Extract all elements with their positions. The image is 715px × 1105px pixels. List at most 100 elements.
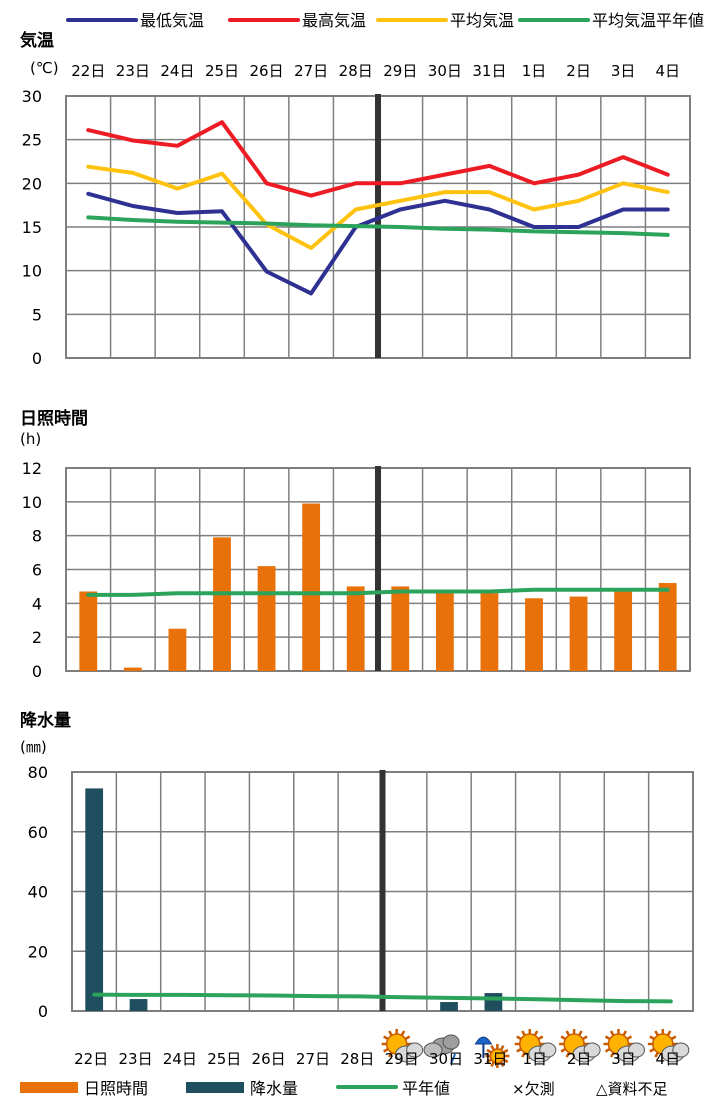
insufficient-note: △資料不足: [596, 1080, 668, 1098]
series-line-3: [86, 215, 670, 237]
sun-ray: [490, 1044, 495, 1051]
sun-ray: [654, 1030, 659, 1036]
sun-ray: [388, 1030, 393, 1036]
bar-4日: [658, 583, 677, 671]
sun-ray: [565, 1030, 571, 1036]
sun-ray: [502, 1058, 509, 1064]
y-tick-label: 10: [22, 262, 42, 281]
sun-ray: [582, 1035, 588, 1041]
sun-cloud-icon: [514, 1029, 557, 1063]
bar-2日: [569, 596, 588, 671]
bar-3日: [614, 591, 633, 671]
y-tick-label: 60: [28, 823, 48, 842]
sun-cloud-icon: [647, 1029, 690, 1063]
series-line-2: [86, 164, 670, 250]
series-line-1: [92, 992, 673, 1004]
x-tick-label: 31日: [473, 1050, 507, 1068]
sun-ray: [486, 1048, 492, 1054]
y-tick-label: 12: [22, 459, 42, 478]
y-tick-label: 25: [22, 131, 42, 150]
sun-ray: [383, 1035, 389, 1041]
bar-27日: [302, 503, 321, 671]
legend-bottom-label: 降水量: [250, 1079, 298, 1098]
legend-top-label: 平均気温平年値: [592, 11, 704, 30]
x-tick-label: 22日: [71, 62, 105, 80]
cloud-part: [442, 1034, 460, 1050]
y-tick-label: 0: [32, 349, 42, 368]
y-tick-label: 8: [32, 527, 42, 546]
sun-ray: [499, 1044, 505, 1051]
legend-bottom-label: 日照時間: [84, 1079, 148, 1098]
sun-ray: [560, 1047, 567, 1053]
x-tick-label: 4日: [656, 1050, 681, 1068]
x-tick-label: 28日: [340, 1050, 374, 1068]
chart-unit: (℃): [30, 59, 59, 77]
y-tick-label: 10: [22, 493, 42, 512]
x-tick-label: 1日: [522, 62, 547, 80]
x-tick-label: 29日: [385, 1050, 419, 1068]
legend-top-label: 最高気温: [302, 11, 366, 30]
x-tick-label: 25日: [207, 1050, 241, 1068]
bar-26日: [257, 566, 276, 671]
sun-ray: [516, 1047, 522, 1053]
x-tick-label: 29日: [383, 62, 417, 80]
y-tick-label: 0: [38, 1002, 48, 1021]
chart-title: 気温: [19, 30, 54, 51]
bar-23日: [129, 999, 148, 1011]
cloud-part: [539, 1042, 557, 1058]
y-tick-label: 4: [32, 594, 42, 613]
x-tick-label: 31日: [472, 62, 506, 80]
sun-ray: [560, 1035, 567, 1041]
sun-ray: [404, 1035, 411, 1041]
y-tick-label: 30: [22, 87, 42, 106]
bar-22日: [85, 788, 104, 1011]
x-tick-label: 28日: [339, 62, 373, 80]
weather-icons-row: [381, 1029, 690, 1068]
sun-ray: [654, 1052, 659, 1058]
x-tick-label: 23日: [118, 1050, 152, 1068]
chart-panel-0: 気温 (℃) 0 5 10 15 20 25 30 22日 23日 24日 25日 26日 27日 28日 29…: [19, 30, 691, 368]
sun-ray: [609, 1052, 615, 1058]
cloud-part: [583, 1042, 601, 1058]
bar-31日: [480, 593, 499, 671]
umbrella: [474, 1036, 493, 1045]
legend-bottom-label: 平年値: [402, 1079, 450, 1098]
bar-22日: [79, 591, 98, 671]
series-line-1: [86, 587, 670, 597]
x-tick-label: 27日: [294, 62, 328, 80]
sun-ray: [521, 1030, 526, 1036]
x-tick-label: 3日: [611, 1050, 636, 1068]
chart-unit: (㎜): [20, 738, 47, 756]
sun-ray: [383, 1047, 389, 1053]
sun-ray: [609, 1030, 615, 1036]
bar-30日: [440, 1002, 458, 1011]
cloud-part: [406, 1042, 424, 1058]
legend-bottom: 日照時間 降水量 平年値 ×欠測 △資料不足: [20, 1079, 668, 1098]
sun-cloud-icon: [381, 1029, 424, 1063]
bar-29日: [391, 586, 410, 671]
cloud-part: [672, 1042, 690, 1058]
chart-title: 降水量: [20, 710, 71, 731]
x-tick-label: 2日: [566, 62, 591, 80]
x-tick-label: 2日: [567, 1050, 592, 1068]
sun-ray: [490, 1061, 495, 1068]
x-tick-label: 3日: [611, 62, 636, 80]
x-tick-label: 27日: [296, 1050, 330, 1068]
bar-31日: [484, 993, 503, 1011]
sun-ray: [521, 1052, 526, 1058]
sun-ray: [649, 1047, 655, 1053]
y-tick-label: 2: [32, 628, 42, 647]
x-tick-label: 24日: [160, 62, 194, 80]
sun-ray: [516, 1035, 522, 1041]
sun-ray: [388, 1052, 393, 1058]
bar-28日: [346, 586, 365, 671]
sun-ray: [622, 1030, 628, 1036]
y-tick-label: 0: [32, 662, 42, 681]
x-tick-label: 26日: [250, 62, 284, 80]
sun-ray: [565, 1052, 571, 1058]
missing-note: ×欠測: [512, 1080, 555, 1098]
sun-ray: [499, 1061, 505, 1068]
chart-panel-1: 日照時間(h) 0 2 4 6 8 10 12: [20, 408, 691, 681]
cloud-part: [423, 1042, 443, 1058]
x-tick-label: 4日: [655, 62, 680, 80]
